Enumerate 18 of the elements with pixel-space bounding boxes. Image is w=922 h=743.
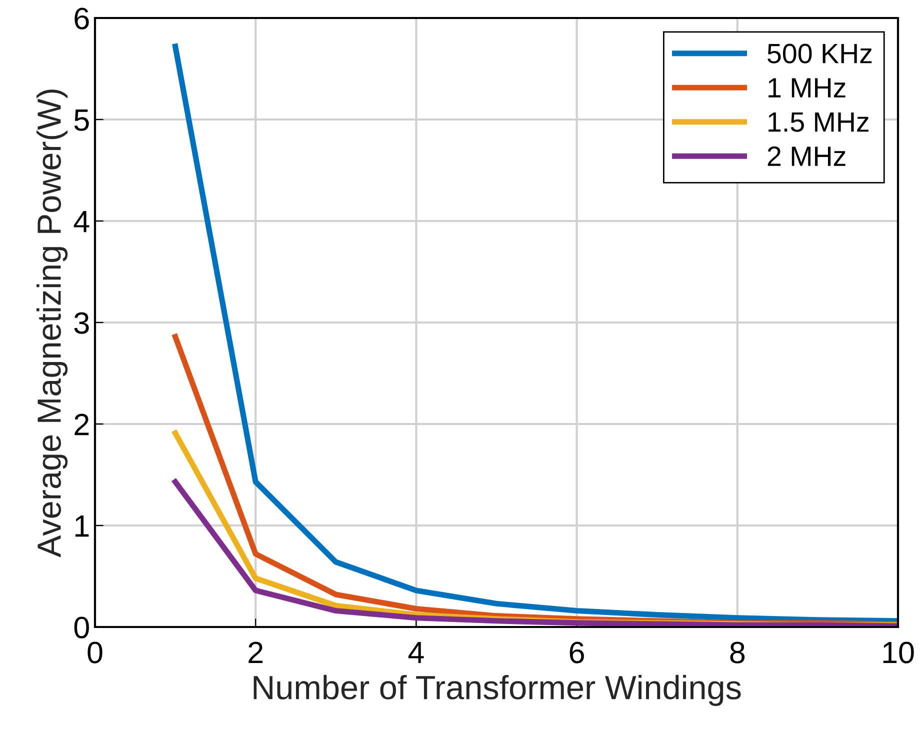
legend-label: 500 KHz bbox=[768, 44, 872, 64]
x-tick-label: 4 bbox=[408, 642, 424, 664]
legend-label: 2 MHz bbox=[768, 146, 846, 166]
y-tick-label: 2 bbox=[74, 414, 89, 436]
y-tick-label: 4 bbox=[74, 211, 90, 232]
legend-label: 1 MHz bbox=[768, 78, 846, 98]
y-tick-label: 0 bbox=[74, 616, 89, 638]
x-tick-label: 10 bbox=[883, 642, 914, 664]
y-tick-label: 6 bbox=[74, 8, 89, 30]
legend-label: 1.5 MHz bbox=[768, 112, 868, 132]
x-tick-label: 6 bbox=[570, 642, 584, 664]
x-tick-label: 8 bbox=[730, 642, 745, 664]
y-axis-title: Average Magnetizing Power(W) bbox=[36, 90, 68, 558]
y-tick-label: 1 bbox=[75, 516, 89, 537]
y-tick-label: 3 bbox=[74, 312, 89, 334]
y-tick-label: 5 bbox=[74, 110, 89, 131]
x-axis-title: Number of Transformer Windings bbox=[254, 674, 741, 706]
x-tick-label: 2 bbox=[248, 642, 263, 664]
